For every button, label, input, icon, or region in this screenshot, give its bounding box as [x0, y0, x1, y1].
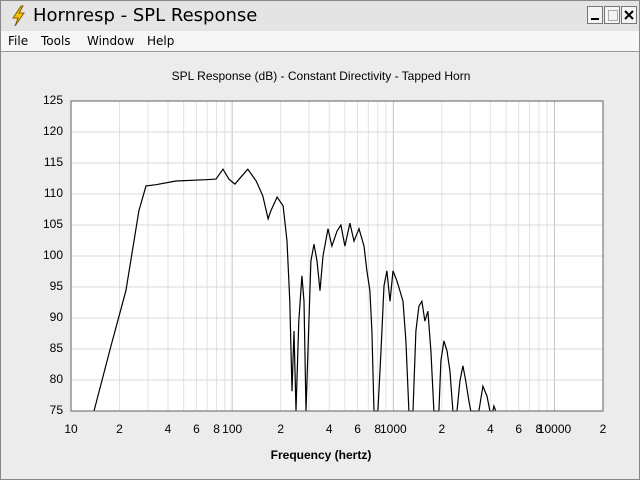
close-button[interactable] — [621, 6, 637, 24]
y-tick-label: 95 — [50, 279, 64, 293]
maximize-button[interactable] — [604, 6, 620, 24]
menu-item[interactable]: Help — [147, 34, 175, 48]
y-tick-label: 115 — [44, 155, 63, 169]
y-tick-label: 80 — [50, 372, 64, 386]
y-tick-label: 90 — [50, 310, 64, 324]
y-tick-label: 105 — [43, 217, 63, 231]
y-tick-label: 85 — [50, 341, 64, 355]
x-tick-label: 4 — [165, 422, 172, 436]
x-tick-label: 2 — [277, 422, 284, 436]
x-tick-label: 2 — [600, 422, 607, 436]
x-tick-label: 100 — [222, 422, 242, 436]
window-title: Hornresp - SPL Response — [33, 5, 258, 26]
x-tick-label: 8 — [536, 422, 543, 436]
menu-bar: File Tools Window Help — [1, 31, 639, 52]
app-icon — [12, 5, 25, 27]
x-tick-label: 10000 — [538, 422, 572, 436]
menu-item[interactable]: File — [8, 34, 29, 48]
y-tick-label: 75 — [50, 403, 64, 417]
plot-frame — [70, 100, 604, 412]
menu-item[interactable]: Window — [87, 34, 135, 48]
x-tick-label: 4 — [326, 422, 333, 436]
x-tick-label: 6 — [515, 422, 522, 436]
x-tick-label: 8 — [374, 422, 381, 436]
x-tick-label: 6 — [354, 422, 361, 436]
x-tick-label: 2 — [116, 422, 123, 436]
y-tick-label: 110 — [44, 186, 63, 200]
x-tick-label: 10 — [64, 422, 78, 436]
title-bar: Hornresp - SPL Response — [1, 1, 639, 32]
x-tick-label: 8 — [213, 422, 220, 436]
x-tick-label: 4 — [487, 422, 494, 436]
y-tick-label: 125 — [43, 93, 63, 107]
x-tick-label: 2 — [438, 422, 445, 436]
response-line — [93, 168, 497, 412]
chart-title: SPL Response (dB) - Constant Directivity… — [172, 69, 471, 83]
x-axis-label: Frequency (hertz) — [271, 448, 372, 462]
y-tick-label: 120 — [43, 124, 63, 138]
x-tick-label: 1000 — [380, 422, 407, 436]
menu-item[interactable]: Tools — [41, 34, 71, 48]
y-tick-label: 100 — [43, 248, 63, 262]
x-tick-label: 6 — [193, 422, 200, 436]
minimize-button[interactable] — [587, 6, 603, 24]
